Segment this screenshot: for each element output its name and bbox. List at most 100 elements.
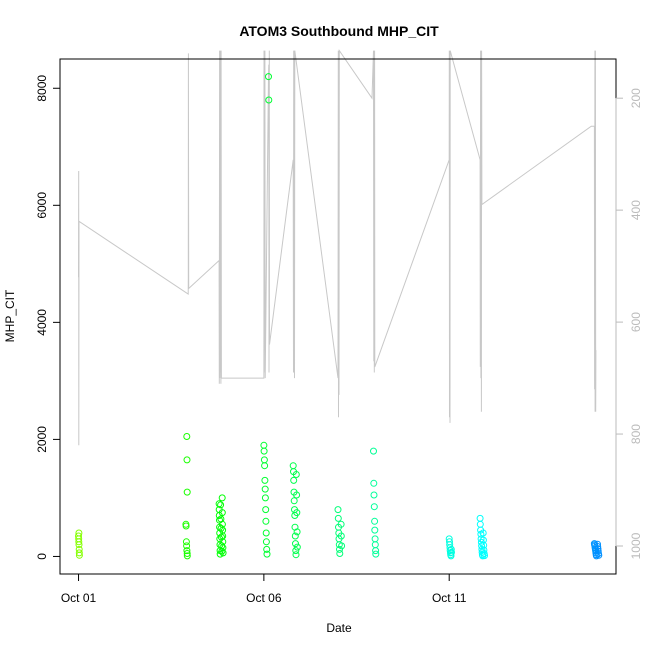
data-point [182,522,190,530]
data-point [338,542,346,550]
x-tick-label: Oct 01 [61,591,97,605]
y-tick-label: 0 [35,553,49,560]
data-point [447,552,455,560]
data-point [479,529,487,537]
data-point [218,509,226,517]
y-tick-label: 2000 [35,426,49,453]
x-tick-label: Oct 11 [432,591,467,605]
data-point [292,540,299,548]
data-point [183,456,191,464]
data-point [293,543,301,551]
y2-tick-label: 200 [629,88,643,108]
data-point [594,545,602,553]
data-point [183,433,191,440]
data-point [595,551,603,559]
data-point [217,501,225,509]
data-point [370,503,378,511]
data-point [183,547,191,555]
y2-axis: 200 400 600 800 1000 [615,88,643,559]
data-point [336,550,344,557]
data-point [479,536,487,544]
data-point [265,73,272,81]
data-point [261,494,269,502]
chart-title: ATOM3 Southbound MHP_CIT [239,23,439,39]
data-point [218,547,226,555]
data-point [293,509,301,517]
data-point [183,550,191,557]
data-point [334,514,342,522]
y2-tick-label: 400 [629,200,643,220]
data-point [448,548,455,556]
data-point [261,476,269,484]
data-point [217,515,225,523]
y-tick-label: 6000 [35,192,49,219]
data-point [292,551,300,559]
y-axis: 0 2000 4000 6000 8000 [35,75,61,560]
y-tick-label: 4000 [35,309,49,336]
data-point [336,545,343,553]
data-point [334,506,342,514]
data-point [594,540,601,548]
data-point [291,532,299,540]
data-point [370,447,377,455]
data-point [217,533,225,541]
data-point [263,550,271,558]
data-point [293,491,301,499]
data-point [293,528,301,536]
data-point [371,517,379,525]
data-point [446,544,454,552]
point-layer [75,73,603,560]
data-point [290,476,298,484]
data-point [218,494,226,502]
data-point [447,545,455,553]
data-point [262,529,270,537]
data-point [337,520,345,528]
data-point [218,542,226,550]
data-point [261,485,269,493]
y2-tick-label: 800 [629,424,643,444]
data-point [262,517,270,525]
data-point [290,497,298,505]
data-point [262,538,270,546]
x-axis: Oct 01 Oct 06 Oct 11 [61,573,467,605]
y-axis-label: MHP_CIT [3,289,17,342]
data-point [219,544,227,552]
data-point [446,547,454,555]
line-layer [78,48,597,446]
series-line-0 [78,48,597,446]
y-tick-label: 8000 [35,75,49,102]
data-point [75,551,83,559]
data-point [183,542,191,550]
data-point [75,538,83,546]
data-point [183,552,191,560]
data-point [594,543,602,550]
x-axis-label: Date [326,621,352,635]
x-tick-label: Oct 06 [246,591,282,605]
data-point [292,547,300,555]
data-point [480,541,488,549]
data-point [262,506,270,514]
data-point [265,96,273,104]
data-point [263,545,271,553]
data-point [182,538,190,546]
data-point [370,491,378,499]
y2-tick-label: 600 [629,312,643,332]
data-point [219,549,227,557]
data-point [371,526,379,534]
data-point [261,462,269,470]
y2-tick-label: 1000 [629,532,643,559]
data-point [75,541,83,549]
data-point [183,488,191,496]
data-point [292,471,300,478]
data-point [337,532,345,540]
data-point [260,447,268,455]
data-point [372,547,380,555]
data-point [75,529,83,537]
data-point [217,524,225,532]
data-point [372,550,380,558]
data-point [75,549,83,557]
data-point [481,552,488,560]
data-point [370,479,378,487]
